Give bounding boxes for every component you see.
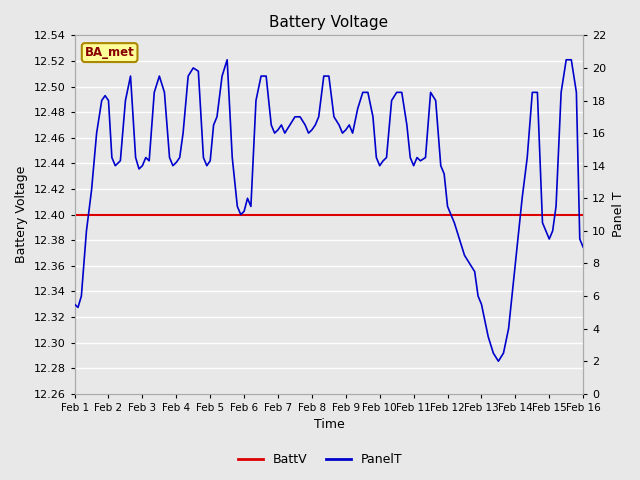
Legend: BattV, PanelT: BattV, PanelT <box>232 448 408 471</box>
Text: BA_met: BA_met <box>84 46 134 59</box>
X-axis label: Time: Time <box>314 419 344 432</box>
Y-axis label: Panel T: Panel T <box>612 192 625 238</box>
Title: Battery Voltage: Battery Voltage <box>269 15 388 30</box>
Y-axis label: Battery Voltage: Battery Voltage <box>15 166 28 263</box>
